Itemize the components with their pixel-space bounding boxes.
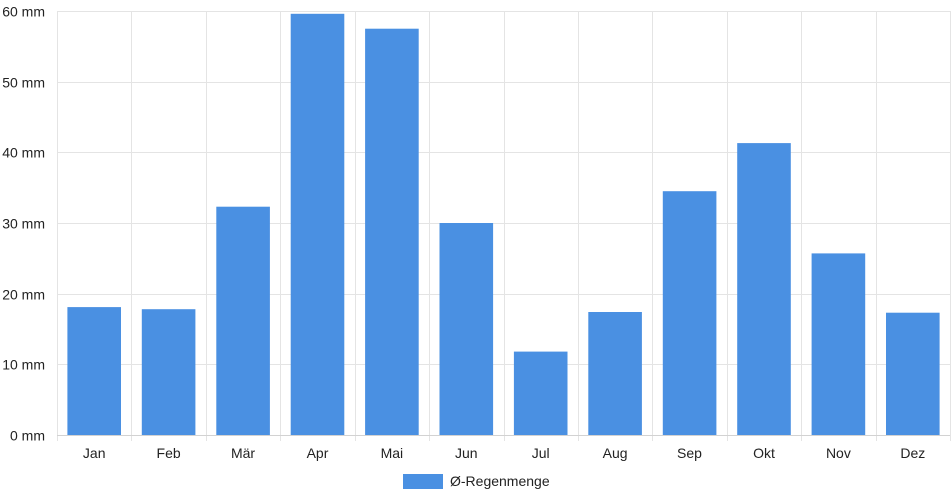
- y-tick-label: 40 mm: [2, 145, 45, 161]
- x-tick-label: Apr: [307, 445, 329, 461]
- bar-okt[interactable]: [737, 143, 791, 435]
- y-tick-label: 20 mm: [2, 287, 45, 303]
- y-axis: 0 mm 10 mm 20 mm 30 mm 40 mm 50 mm 60 mm: [2, 4, 45, 444]
- x-tick-label: Jul: [532, 445, 550, 461]
- bar-dez[interactable]: [886, 312, 940, 435]
- bar-mär[interactable]: [216, 206, 270, 435]
- bar-jun[interactable]: [439, 223, 494, 435]
- x-tick-label: Mai: [381, 445, 404, 461]
- x-tick-label: Sep: [677, 445, 702, 461]
- bar-nov[interactable]: [811, 253, 866, 435]
- bar-aug[interactable]: [588, 312, 642, 435]
- legend-label: Ø-Regenmenge: [450, 473, 550, 489]
- y-tick-label: 30 mm: [2, 216, 45, 232]
- bar-apr[interactable]: [290, 13, 345, 436]
- bar-feb[interactable]: [141, 309, 196, 435]
- gridlines: [57, 11, 951, 441]
- x-tick-label: Okt: [753, 445, 775, 461]
- bar-mai[interactable]: [365, 28, 419, 435]
- y-tick-label: 0 mm: [10, 428, 45, 444]
- x-tick-label: Nov: [826, 445, 851, 461]
- x-tick-label: Jun: [455, 445, 478, 461]
- bar-sep[interactable]: [662, 191, 717, 435]
- x-tick-label: Aug: [603, 445, 628, 461]
- x-tick-label: Mär: [231, 445, 255, 461]
- x-axis: Jan Feb Mär Apr Mai Jun Jul Aug Sep Okt Nov Dez: [57, 435, 950, 461]
- bar-jan[interactable]: [67, 307, 121, 435]
- bars: [67, 13, 940, 436]
- legend[interactable]: Ø-Regenmenge: [403, 473, 550, 489]
- bar-jul[interactable]: [513, 351, 568, 435]
- legend-swatch: [403, 474, 443, 489]
- x-tick-label: Dez: [900, 445, 925, 461]
- y-tick-label: 10 mm: [2, 357, 45, 373]
- x-tick-label: Jan: [83, 445, 106, 461]
- y-tick-label: 50 mm: [2, 75, 45, 91]
- y-tick-label: 60 mm: [2, 4, 45, 20]
- x-tick-label: Feb: [157, 445, 181, 461]
